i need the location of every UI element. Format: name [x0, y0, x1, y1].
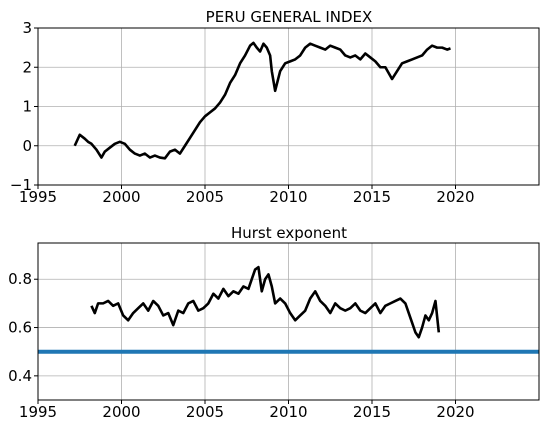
x-tick-label: 2000 [102, 403, 140, 421]
x-tick-label: 2005 [186, 403, 224, 421]
y-tick-label: 1 [22, 98, 32, 116]
x-tick-label: 2015 [353, 188, 391, 206]
y-tick-label: 0.8 [8, 270, 32, 288]
grid-layer [37, 27, 539, 186]
x-tick-label: 2010 [269, 403, 307, 421]
x-tick-label: 1995 [19, 188, 57, 206]
x-tick-label: 2015 [353, 403, 391, 421]
y-tick-label: 0.6 [8, 319, 32, 337]
tick-layer: 1995 2000 2005 2010 2015 2020 0.4 0.6 0.8 [8, 270, 474, 421]
x-tick-label: 2000 [102, 188, 140, 206]
x-tick-label: 2010 [269, 188, 307, 206]
series-layer [73, 41, 451, 160]
x-tick-label: 1995 [19, 403, 57, 421]
y-tick-label: 0.4 [8, 367, 32, 385]
chart-title: Hurst exponent [231, 224, 347, 242]
chart-title: PERU GENERAL INDEX [206, 8, 373, 26]
peru-index-chart: PERU GENERAL INDEX 1995 2000 2005 2010 2015 2… [10, 8, 540, 206]
series-line [73, 41, 451, 160]
y-tick-label: 3 [22, 19, 32, 37]
hurst-exponent-chart: Hurst exponent 1995 2000 2005 2010 2015 2020 0… [8, 224, 540, 421]
tick-layer: 1995 2000 2005 2010 2015 2020 −1 0 1 2 3 [10, 19, 475, 206]
series-layer [38, 265, 539, 354]
y-tick-label: −1 [10, 176, 32, 194]
x-tick-label: 2020 [436, 403, 474, 421]
series-line [90, 265, 441, 339]
x-tick-label: 2020 [436, 188, 474, 206]
y-tick-label: 2 [22, 58, 32, 76]
grid-layer [37, 243, 539, 400]
x-tick-label: 2005 [186, 188, 224, 206]
y-tick-label: 0 [22, 137, 32, 155]
